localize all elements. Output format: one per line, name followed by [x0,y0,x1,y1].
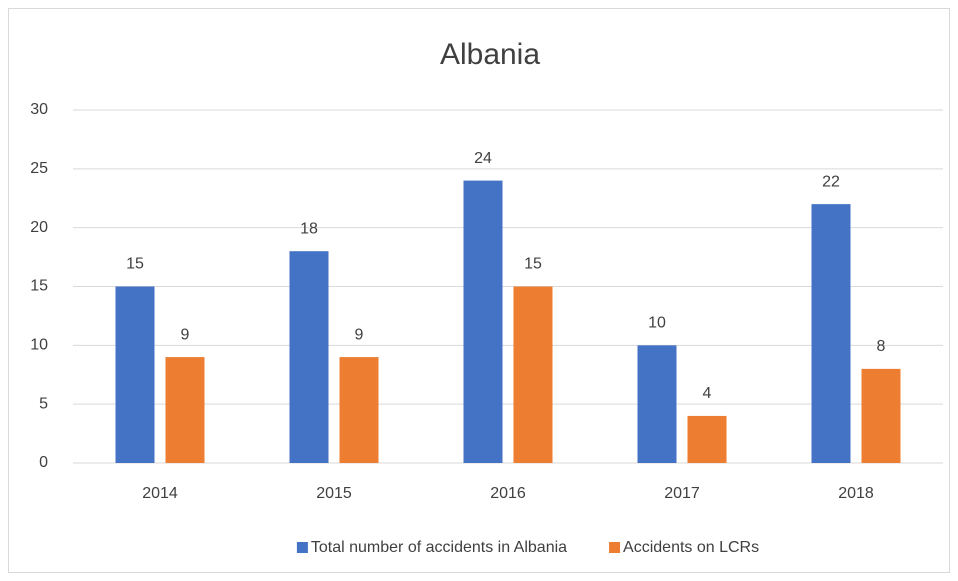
data-label: 8 [877,338,886,355]
chart-title: Albania [440,38,540,71]
data-label: 24 [474,150,492,167]
bar [165,357,205,463]
y-tick-label: 15 [30,278,48,295]
bar [289,251,329,463]
y-tick-label: 10 [30,337,48,354]
data-label: 4 [703,385,712,402]
bar [463,180,503,463]
legend-label: Accidents on LCRs [623,539,759,556]
bar [811,204,851,463]
bar [115,286,155,463]
x-tick-label: 2015 [316,485,352,502]
y-tick-label: 5 [39,395,48,412]
bar [637,345,677,463]
x-tick-label: 2017 [664,485,700,502]
legend-swatch [296,542,308,553]
data-label: 10 [648,315,666,332]
bar [339,357,379,463]
data-label: 18 [300,220,318,237]
data-label: 15 [126,256,144,273]
bar [687,415,727,463]
data-label: 9 [355,326,364,343]
y-tick-label: 25 [30,160,48,177]
data-label: 22 [822,173,840,190]
bar [513,286,553,463]
x-tick-label: 2014 [142,485,178,502]
x-tick-label: 2016 [490,485,526,502]
bar [861,368,901,463]
legend-label: Total number of accidents in Albania [311,539,567,556]
legend-swatch [609,542,621,553]
x-tick-label: 2018 [838,485,874,502]
y-tick-label: 30 [30,101,48,118]
y-tick-label: 20 [30,219,48,236]
y-tick-label: 0 [39,454,48,471]
data-label: 9 [181,326,190,343]
data-label: 15 [524,256,542,273]
